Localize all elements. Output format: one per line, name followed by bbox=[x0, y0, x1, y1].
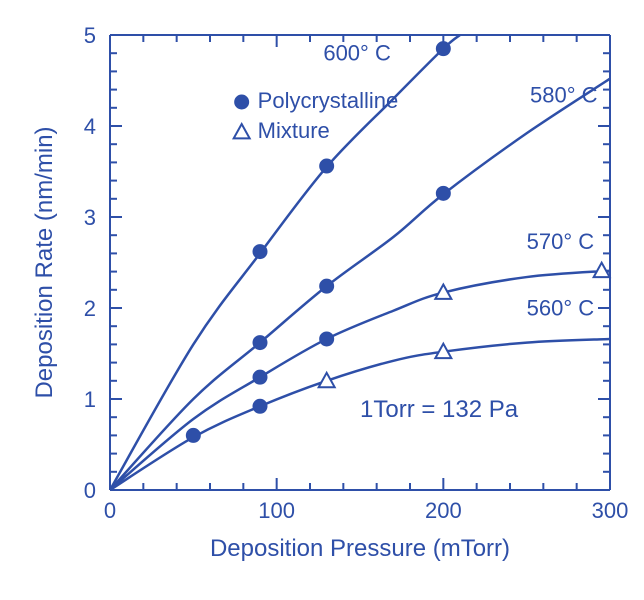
svg-text:0: 0 bbox=[84, 478, 96, 503]
y-axis-label: Deposition Rate (nm/min) bbox=[31, 126, 58, 398]
marker-polycrystalline bbox=[253, 399, 267, 413]
legend-marker-triangle-icon bbox=[234, 124, 250, 138]
marker-polycrystalline bbox=[186, 428, 200, 442]
marker-polycrystalline bbox=[320, 332, 334, 346]
svg-text:1: 1 bbox=[84, 387, 96, 412]
chart-container: 0 100 200 300 Deposition Pressure (mTorr) 0 1 2… bbox=[0, 0, 644, 600]
series-label-600C: 600° C bbox=[323, 40, 391, 65]
x-axis-label: Deposition Pressure (mTorr) bbox=[210, 535, 510, 562]
legend-marker-circle-icon bbox=[235, 95, 249, 109]
svg-text:2: 2 bbox=[84, 296, 96, 321]
series-line-580C bbox=[110, 79, 610, 490]
marker-polycrystalline bbox=[253, 245, 267, 259]
marker-polycrystalline bbox=[436, 186, 450, 200]
svg-text:200: 200 bbox=[425, 498, 462, 523]
deposition-rate-chart: 0 100 200 300 Deposition Pressure (mTorr) 0 1 2… bbox=[0, 0, 644, 600]
marker-polycrystalline bbox=[320, 159, 334, 173]
svg-text:3: 3 bbox=[84, 205, 96, 230]
marker-polycrystalline bbox=[253, 370, 267, 384]
legend-text: Mixture bbox=[258, 118, 330, 143]
legend-text: Polycrystalline bbox=[258, 88, 399, 113]
series-label-570C: 570° C bbox=[527, 229, 595, 254]
svg-text:5: 5 bbox=[84, 23, 96, 48]
series-label-560C: 560° C bbox=[527, 295, 595, 320]
series-label-580C: 580° C bbox=[530, 82, 598, 107]
annotation-torr: 1Torr = 132 Pa bbox=[360, 396, 519, 423]
marker-polycrystalline bbox=[320, 279, 334, 293]
svg-text:4: 4 bbox=[84, 114, 96, 139]
marker-polycrystalline bbox=[253, 336, 267, 350]
marker-polycrystalline bbox=[436, 42, 450, 56]
svg-text:0: 0 bbox=[104, 498, 116, 523]
svg-text:300: 300 bbox=[592, 498, 629, 523]
svg-text:100: 100 bbox=[258, 498, 295, 523]
